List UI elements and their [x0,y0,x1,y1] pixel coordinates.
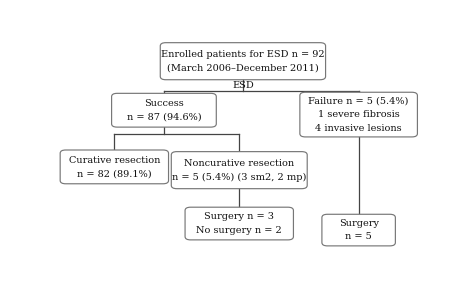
FancyBboxPatch shape [322,214,395,246]
FancyBboxPatch shape [300,92,418,137]
Text: ESD: ESD [232,81,254,90]
Text: Surgery
n = 5: Surgery n = 5 [338,219,379,241]
Text: Failure n = 5 (5.4%)
1 severe fibrosis
4 invasive lesions: Failure n = 5 (5.4%) 1 severe fibrosis 4… [309,97,409,133]
Text: Curative resection
n = 82 (89.1%): Curative resection n = 82 (89.1%) [69,156,160,178]
Text: Surgery n = 3
No surgery n = 2: Surgery n = 3 No surgery n = 2 [196,212,282,235]
FancyBboxPatch shape [60,150,169,184]
Text: Success
n = 87 (94.6%): Success n = 87 (94.6%) [127,99,201,121]
Text: Enrolled patients for ESD n = 92
(March 2006–December 2011): Enrolled patients for ESD n = 92 (March … [161,50,325,72]
FancyBboxPatch shape [111,93,216,127]
FancyBboxPatch shape [171,152,307,189]
Text: Noncurative resection
n = 5 (5.4%) (3 sm2, 2 mp): Noncurative resection n = 5 (5.4%) (3 sm… [172,159,306,181]
FancyBboxPatch shape [185,207,293,240]
FancyBboxPatch shape [160,43,326,80]
